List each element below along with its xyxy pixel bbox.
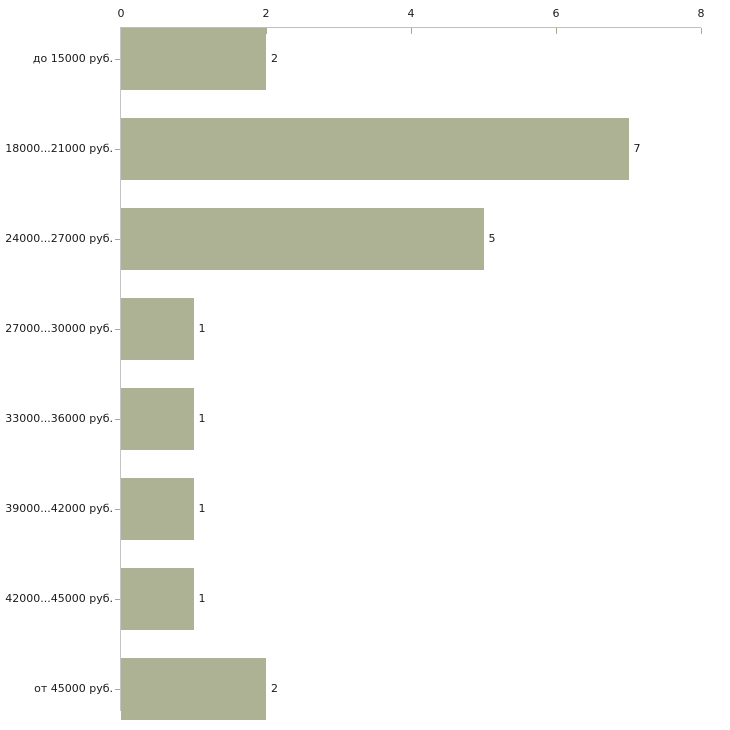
x-axis-tick-label: 2: [262, 7, 270, 20]
y-axis-category-label: до 15000 руб.: [32, 52, 113, 65]
x-axis-tick: [266, 28, 267, 34]
bar-value-label: 1: [198, 592, 206, 605]
y-axis-tick: [115, 329, 120, 330]
x-axis-tick-label: 8: [697, 7, 705, 20]
y-axis-tick: [115, 239, 120, 240]
bar: [121, 658, 266, 720]
bar-value-label: 2: [271, 52, 278, 65]
bar-value-label: 7: [633, 142, 641, 155]
bar-value-label: 1: [198, 322, 206, 335]
x-axis-tick-label: 6: [552, 7, 560, 20]
x-axis-tick-label: 0: [117, 7, 125, 20]
x-axis-tick: [701, 28, 702, 34]
bar: [121, 388, 194, 450]
y-axis-tick: [115, 689, 120, 690]
x-axis-tick-label: 4: [407, 7, 415, 20]
y-axis-category-label: от 45000 руб.: [34, 682, 113, 695]
bar: [121, 478, 194, 540]
bar: [121, 118, 629, 180]
y-axis-tick: [115, 419, 120, 420]
y-axis-line: [120, 27, 121, 711]
x-axis-line: [121, 27, 701, 28]
bar: [121, 298, 194, 360]
y-axis-tick: [115, 509, 120, 510]
y-axis-category-label: 24000...27000 руб.: [5, 232, 113, 245]
y-axis-category-label: 33000...36000 руб.: [5, 412, 113, 425]
y-axis-tick: [115, 59, 120, 60]
bar: [121, 568, 194, 630]
y-axis-tick: [115, 599, 120, 600]
bar: [121, 28, 266, 90]
x-axis-tick: [411, 28, 412, 34]
bar-value-label: 2: [271, 682, 278, 695]
y-axis-category-label: 42000...45000 руб.: [5, 592, 113, 605]
bar: [121, 208, 484, 270]
bar-value-label: 1: [198, 412, 206, 425]
bar-value-label: 5: [488, 232, 496, 245]
y-axis-category-label: 39000...42000 руб.: [5, 502, 113, 515]
y-axis-tick: [115, 149, 120, 150]
y-axis-category-label: 27000...30000 руб.: [5, 322, 113, 335]
x-axis-tick: [556, 28, 557, 34]
bar-value-label: 1: [198, 502, 206, 515]
y-axis-category-label: 18000...21000 руб.: [5, 142, 113, 155]
